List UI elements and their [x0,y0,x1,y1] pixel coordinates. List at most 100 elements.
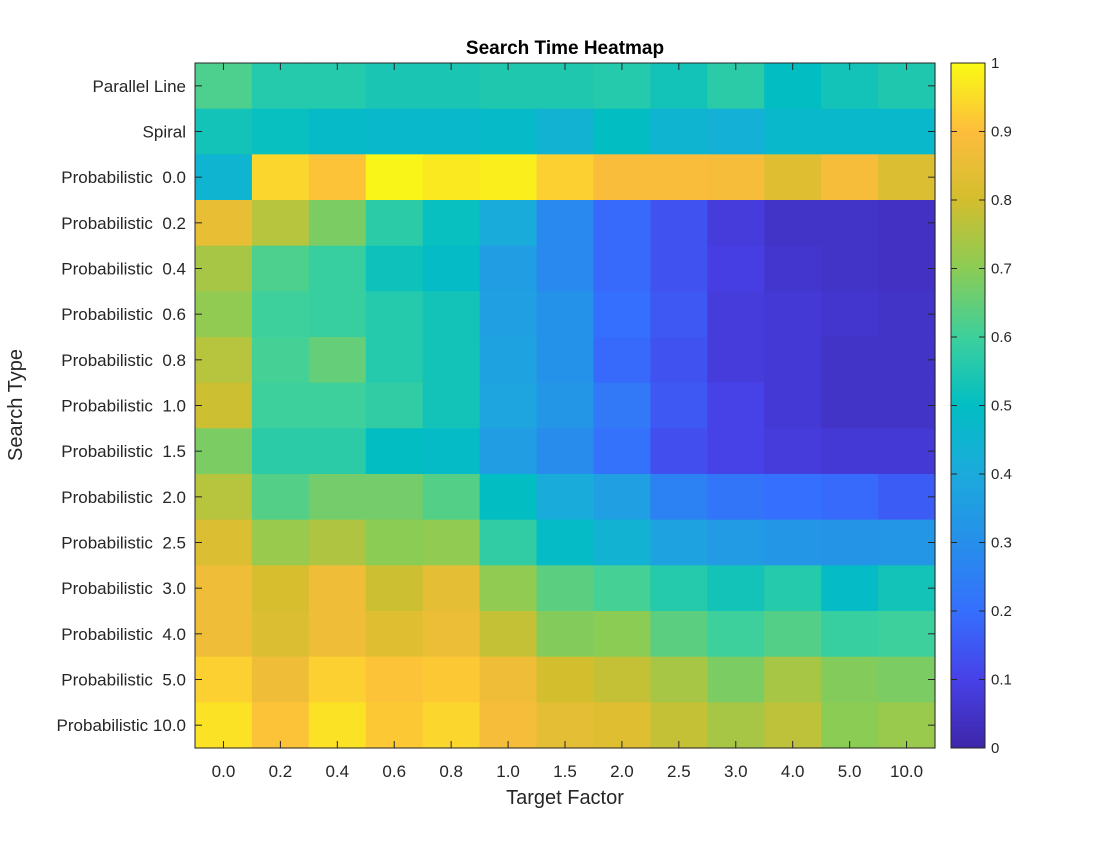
heatmap-cell [308,108,367,155]
heatmap-cell [821,200,879,247]
x-tick-label: 4.0 [781,762,805,781]
heatmap-cell [365,656,424,703]
heatmap-cell [650,382,708,429]
heatmap-cell [764,245,822,292]
x-tick-label: 0.4 [325,762,349,781]
heatmap-cell [650,611,708,658]
colorbar-tick-label: 1 [991,55,999,72]
y-tick-label: Probabilistic 4.0 [61,625,186,644]
heatmap-cell [479,382,538,429]
heatmap-cell [195,611,253,658]
heatmap-cell [536,428,595,475]
heatmap-cell [422,63,481,110]
y-tick-label: Parallel Line [92,77,186,96]
x-tick-label: 0.6 [382,762,406,781]
heatmap-cell [195,291,253,338]
heatmap-cell [365,154,424,201]
heatmap-cell [707,611,765,658]
heatmap-cell [195,656,253,703]
heatmap-cell [308,611,367,658]
heatmap-cell [593,656,651,703]
heatmap-cell [593,200,651,247]
heatmap-cell [195,428,253,475]
heatmap-cell [764,611,822,658]
heatmap-cell [707,337,765,384]
heatmap-cell [308,63,367,110]
heatmap-cell [878,200,936,247]
heatmap-cell [422,200,481,247]
heatmap-cell [593,291,651,338]
heatmap-cell [365,611,424,658]
heatmap-cell [878,474,936,521]
heatmap-cell [650,108,708,155]
heatmap-cell [251,519,310,566]
heatmap-cell [195,519,253,566]
heatmap-cell [365,337,424,384]
heatmap-cell [308,428,367,475]
colorbar-tick-label: 0.2 [991,603,1012,620]
heatmap-cell [479,63,538,110]
colorbar-tick-label: 0.5 [991,398,1012,415]
heatmap-cell [479,428,538,475]
heatmap-cell [195,474,253,521]
x-tick-label: 0.8 [439,762,463,781]
heatmap-cell [878,245,936,292]
heatmap-cell [536,291,595,338]
colorbar-tick-label: 0.7 [991,261,1012,278]
heatmap-cell [479,519,538,566]
heatmap-cell [365,200,424,247]
heatmap-cell [536,108,595,155]
heatmap-cell [764,656,822,703]
heatmap-cell [593,382,651,429]
heatmap-cell [251,200,310,247]
heatmap-cell [251,337,310,384]
heatmap-cell [536,154,595,201]
heatmap-cell [878,656,936,703]
heatmap-cell [308,474,367,521]
heatmap-cell [422,108,481,155]
y-tick-label: Spiral [143,123,186,142]
y-tick-label: Probabilistic 1.0 [61,397,186,416]
heatmap-cell [479,154,538,201]
x-axis-label: Target Factor [506,787,624,809]
heatmap-cell [650,291,708,338]
heatmap-cell [764,702,822,749]
heatmap-cell [536,656,595,703]
heatmap-cell [650,519,708,566]
heatmap-cell [821,63,879,110]
heatmap-cell [536,474,595,521]
heatmap-cell [650,337,708,384]
heatmap-cell [764,291,822,338]
heatmap-cell [195,108,253,155]
colorbar-tick-label: 0.9 [991,124,1012,141]
heatmap-cell [251,245,310,292]
heatmap-cell [536,63,595,110]
heatmap-cell [707,382,765,429]
heatmap-cell [878,291,936,338]
heatmap-cell [479,565,538,612]
heatmap-cell [308,519,367,566]
heatmap-cell [650,200,708,247]
heatmap-cell [707,656,765,703]
heatmap-cell [308,656,367,703]
heatmap-cell [650,656,708,703]
heatmap-cell [422,656,481,703]
heatmap-cell [365,63,424,110]
heatmap-cell [764,337,822,384]
heatmap-cell [479,245,538,292]
heatmap-cell [422,337,481,384]
heatmap-cell [650,428,708,475]
heatmap-cell [251,702,310,749]
heatmap-cell [251,474,310,521]
heatmap-cell [593,519,651,566]
y-tick-label: Probabilistic 1.5 [61,442,186,461]
heatmap-cell [707,200,765,247]
y-tick-label: Probabilistic 0.6 [61,305,186,324]
heatmap-cell [764,428,822,475]
heatmap-cell [650,245,708,292]
heatmap-cell [878,611,936,658]
heatmap-cell [195,382,253,429]
heatmap-cell [593,108,651,155]
heatmap-cell [422,382,481,429]
heatmap-cell [479,200,538,247]
